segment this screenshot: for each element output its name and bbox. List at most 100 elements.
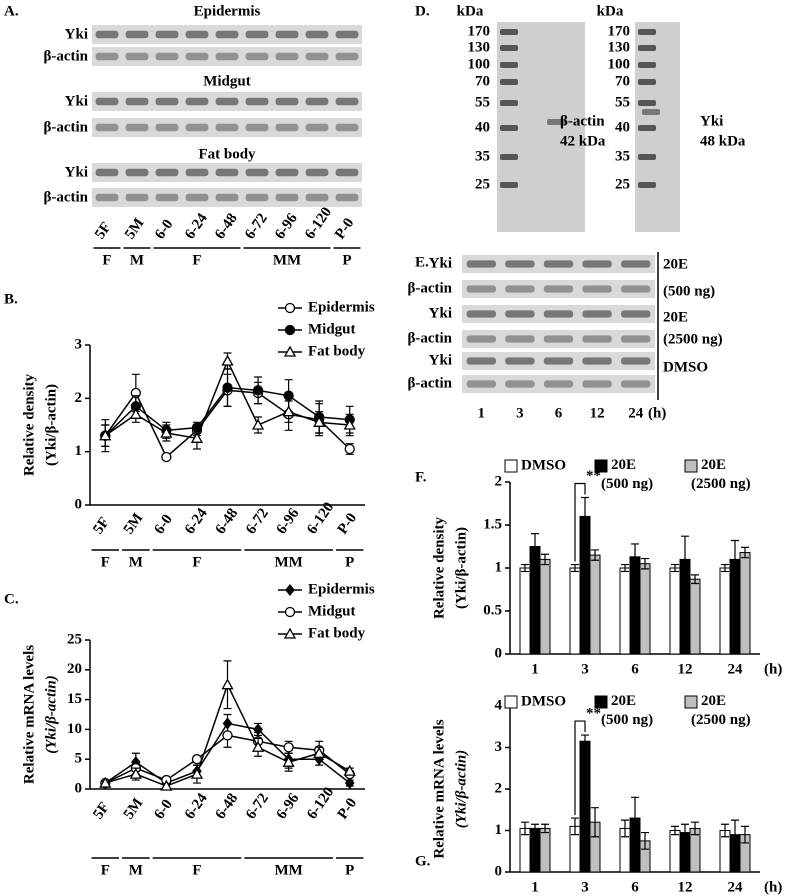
band <box>95 193 119 202</box>
band <box>245 123 269 132</box>
lane-label: 6-24 <box>182 790 211 822</box>
error-bar <box>541 823 549 834</box>
legend-swatch <box>594 695 608 709</box>
band <box>275 52 299 61</box>
marker-label: 25 <box>475 176 490 192</box>
marker <box>344 776 355 790</box>
band <box>505 310 535 318</box>
y-tick-label: 25 <box>67 631 82 647</box>
marker <box>284 606 296 618</box>
panel-label: D. <box>415 3 430 19</box>
y-axis-label: Relative density <box>431 516 447 619</box>
group-label: MM <box>274 554 302 570</box>
y-tick-label: 4 <box>495 697 503 713</box>
bar <box>519 567 531 655</box>
legend-label: Fat body <box>308 625 366 641</box>
row-label: β-actin <box>43 189 88 205</box>
error-bar <box>541 553 549 566</box>
legend-label-line: 20E <box>701 693 730 709</box>
bar <box>579 515 591 655</box>
band <box>505 380 535 388</box>
band <box>466 335 496 343</box>
band <box>185 193 209 202</box>
panel-label: E. <box>415 254 429 270</box>
x-axis-label: (h) <box>764 879 782 895</box>
marker-label: 100 <box>608 56 631 72</box>
band <box>305 168 329 177</box>
y-tick-label: 1 <box>495 559 503 575</box>
tissue-title: Midgut <box>203 73 251 89</box>
marker-label: 70 <box>475 73 490 89</box>
lane-label: 6-24 <box>182 210 211 242</box>
band <box>335 193 359 202</box>
y-tick-label: 0 <box>75 496 83 512</box>
lane-label: 24 <box>628 405 644 421</box>
band <box>125 193 149 202</box>
legend-label: Epidermis <box>308 581 375 597</box>
error-bar <box>531 823 539 834</box>
panel-label: C. <box>4 591 19 607</box>
error-bar <box>641 831 649 850</box>
band <box>543 380 574 388</box>
error-bar <box>621 563 629 573</box>
treatment-label: 20E <box>663 256 688 272</box>
marker <box>284 324 296 336</box>
error-bar <box>581 734 589 749</box>
panel-label: G. <box>415 853 431 869</box>
x-tick-label: 12 <box>678 879 693 895</box>
y-tick-label: 15 <box>67 691 82 707</box>
bar <box>539 558 551 655</box>
band <box>305 123 329 132</box>
unit-label: (h) <box>648 405 666 421</box>
band <box>245 30 269 39</box>
bar <box>669 830 681 873</box>
error-bar <box>741 546 749 559</box>
bar <box>539 827 551 873</box>
lane-label: P-0 <box>335 510 361 537</box>
y-tick-label: 2 <box>75 390 83 406</box>
band <box>155 123 179 132</box>
y-tick-label: 3 <box>75 336 83 352</box>
marker-label: 25 <box>615 176 630 192</box>
marker-label: 55 <box>615 94 630 110</box>
row-label: β-actin <box>43 119 88 135</box>
marker <box>160 779 173 791</box>
ladder-band <box>638 154 656 160</box>
y-tick-label: 0.5 <box>483 602 502 618</box>
lane-label: 6-72 <box>243 506 272 538</box>
marker-label: 70 <box>615 73 630 89</box>
tissue-title: Fat body <box>198 146 256 162</box>
row-label: Yki <box>65 164 88 180</box>
x-tick-label: 3 <box>581 661 589 677</box>
band <box>582 380 612 388</box>
row-label: Yki <box>65 93 88 109</box>
band <box>155 193 179 202</box>
treatment-label: 20E <box>663 309 688 325</box>
x-tick-label: 6 <box>631 661 639 677</box>
row-label: Yki <box>429 255 452 271</box>
marker-label: 130 <box>608 39 631 55</box>
band <box>466 260 496 268</box>
band <box>215 52 239 61</box>
band <box>305 52 329 61</box>
legend-label: 20E (2500 ng) <box>691 693 751 728</box>
bar <box>689 578 701 655</box>
band <box>275 123 299 132</box>
marker <box>160 426 173 438</box>
marker <box>129 407 142 419</box>
band <box>621 310 651 318</box>
group-label: F <box>101 554 110 570</box>
band <box>543 260 574 268</box>
lane-label: 3 <box>516 405 524 421</box>
lane-label: 1 <box>478 405 486 421</box>
marker <box>190 767 204 779</box>
error-bar <box>721 563 729 573</box>
legend-swatch <box>594 459 608 473</box>
error-bar <box>631 543 639 571</box>
legend-label: Midgut <box>308 321 356 337</box>
group-label: P <box>345 862 354 878</box>
lane-label: 6-96 <box>272 210 301 242</box>
protein-band <box>547 119 565 125</box>
band <box>275 97 299 106</box>
band <box>215 168 239 177</box>
